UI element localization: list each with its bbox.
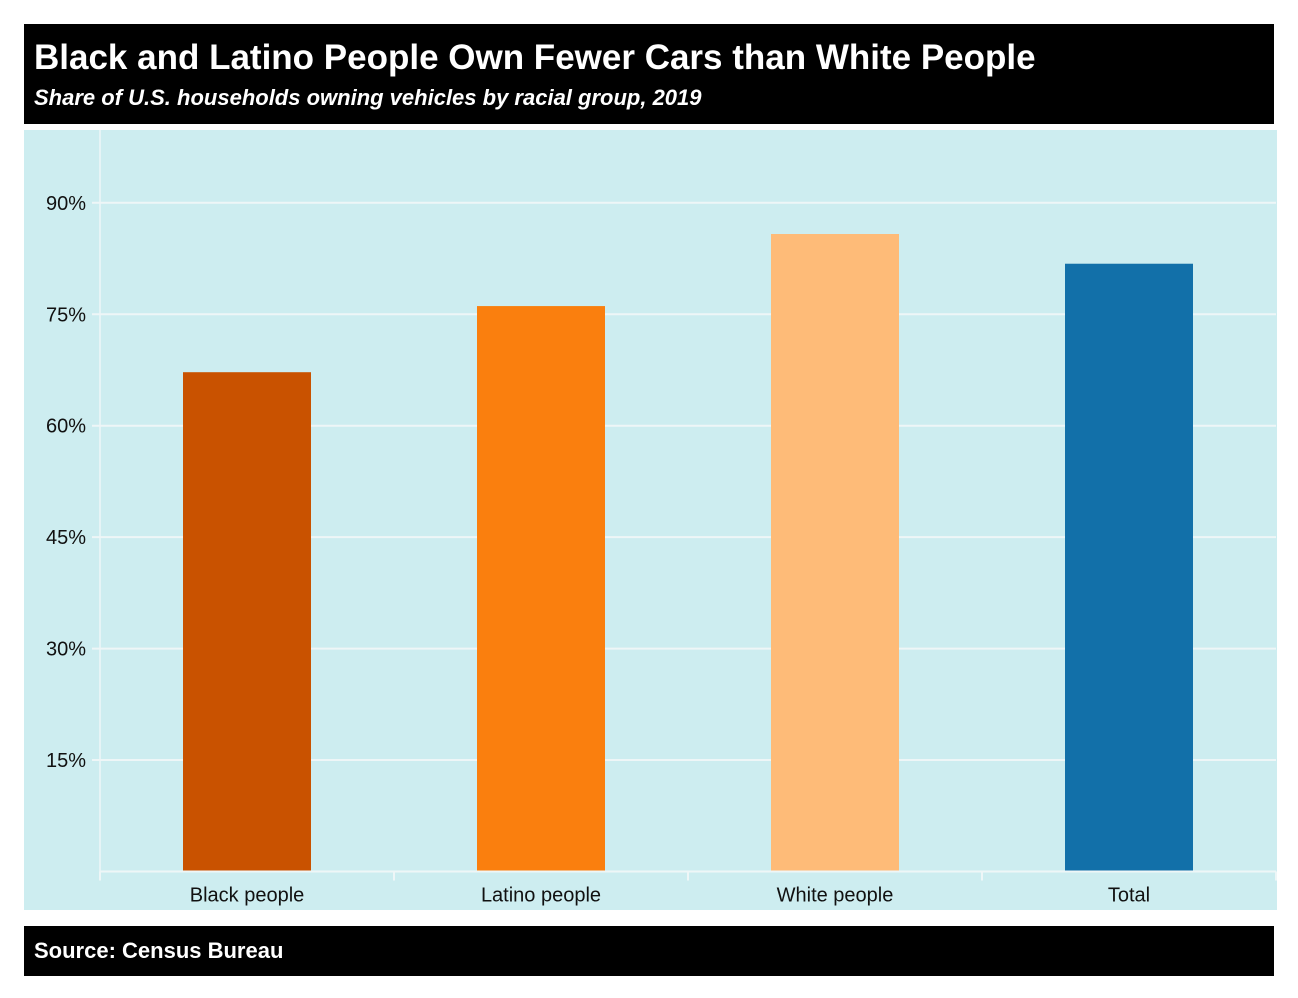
- bar-chart: 15% 30% 45% 60% 75% 90% Black people Latino pe…: [46, 130, 1277, 907]
- plot-panel: 15% 30% 45% 60% 75% 90% Black people Latino pe…: [24, 130, 1277, 910]
- y-tick-label: 15%: [46, 750, 86, 772]
- bar: [1065, 263, 1193, 872]
- bar: [477, 306, 605, 872]
- x-tick-label: Latino people: [481, 885, 601, 907]
- chart-header: Black and Latino People Own Fewer Cars t…: [24, 24, 1274, 124]
- y-tick-label: 45%: [46, 527, 86, 549]
- x-tick-label: White people: [777, 885, 894, 907]
- bar: [771, 234, 899, 872]
- y-tick-label: 90%: [46, 193, 86, 215]
- y-tick-label: 75%: [46, 304, 86, 326]
- bar: [183, 372, 311, 872]
- y-tick-label: 60%: [46, 416, 86, 438]
- chart-footer: Source: Census Bureau: [24, 926, 1274, 976]
- x-tick-label: Black people: [190, 885, 305, 907]
- x-tick-label: Total: [1108, 885, 1150, 907]
- chart-title: Black and Latino People Own Fewer Cars t…: [34, 38, 1036, 77]
- y-tick-label: 30%: [46, 639, 86, 661]
- bars: [183, 234, 1193, 872]
- source-note: Source: Census Bureau: [34, 938, 284, 963]
- chart-subtitle: Share of U.S. households owning vehicles…: [34, 85, 702, 110]
- x-axis: Black people Latino people White people Tot…: [99, 870, 1277, 907]
- y-axis: 15% 30% 45% 60% 75% 90%: [46, 130, 101, 872]
